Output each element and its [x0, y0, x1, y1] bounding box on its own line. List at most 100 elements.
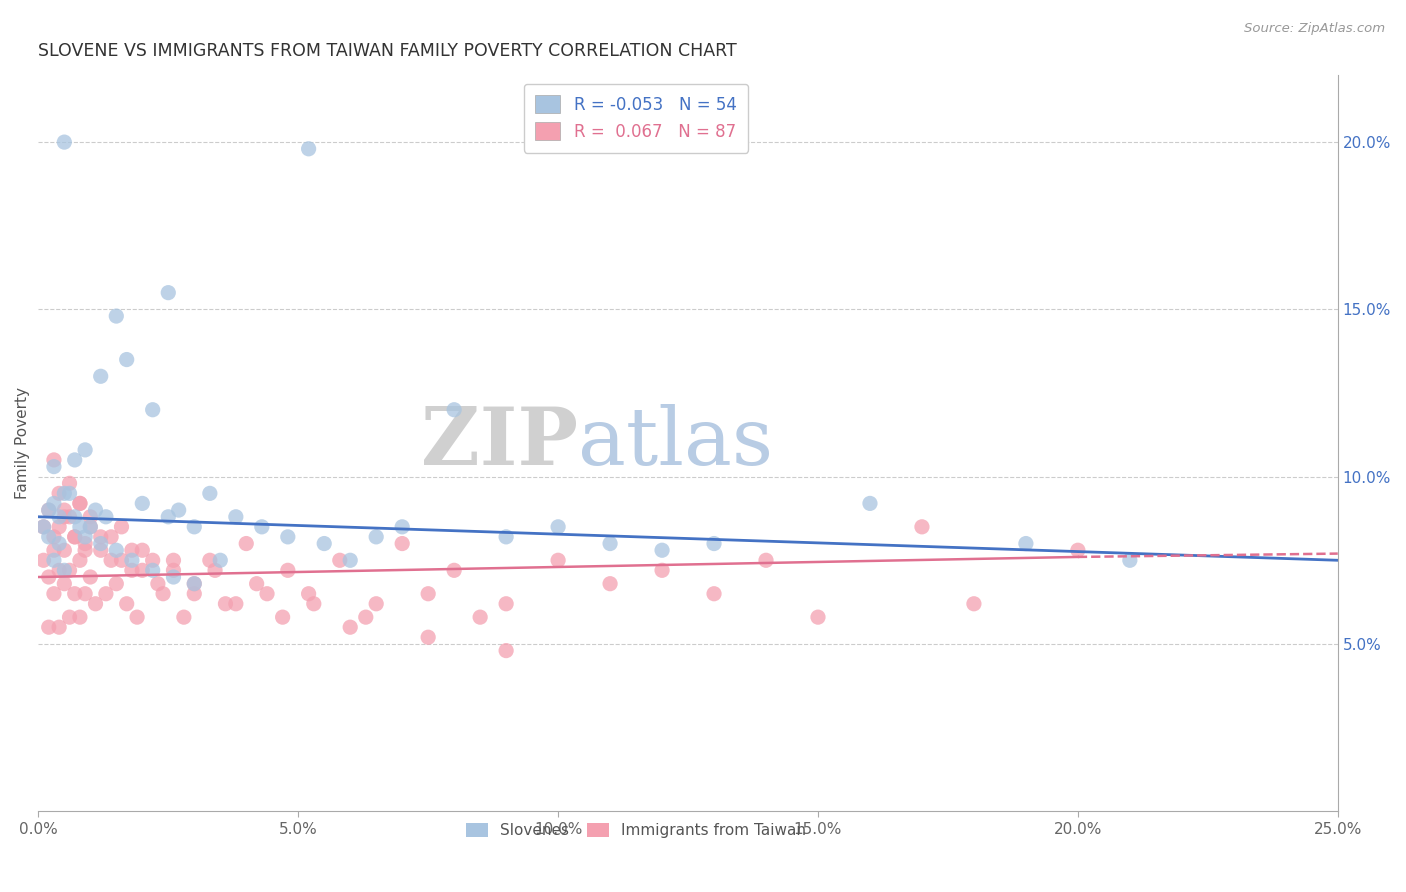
Text: atlas: atlas: [578, 404, 773, 483]
Point: [63, 453, 86, 467]
Point: [94, 509, 117, 524]
Point: [69, 553, 91, 567]
Point: [183, 520, 205, 534]
Point: [58, 509, 80, 524]
Point: [859, 496, 882, 510]
Point: [225, 509, 247, 524]
Point: [1015, 536, 1038, 550]
Point: [146, 576, 169, 591]
Point: [58, 610, 80, 624]
Point: [495, 643, 517, 657]
Point: [42, 587, 65, 601]
Point: [38, 530, 60, 544]
Point: [42, 459, 65, 474]
Point: [297, 587, 319, 601]
Point: [79, 520, 101, 534]
Point: [58, 563, 80, 577]
Point: [418, 630, 440, 644]
Point: [198, 486, 221, 500]
Legend: Slovenes, Immigrants from Taiwan: Slovenes, Immigrants from Taiwan: [460, 817, 811, 844]
Point: [277, 530, 299, 544]
Point: [152, 587, 174, 601]
Point: [162, 553, 184, 567]
Point: [183, 576, 205, 591]
Point: [225, 597, 247, 611]
Point: [90, 543, 112, 558]
Point: [84, 503, 107, 517]
Point: [38, 503, 60, 517]
Point: [42, 453, 65, 467]
Point: [75, 536, 97, 550]
Point: [256, 587, 278, 601]
Point: [105, 543, 128, 558]
Point: [911, 520, 934, 534]
Point: [157, 285, 180, 300]
Point: [599, 536, 621, 550]
Point: [214, 597, 236, 611]
Point: [32, 553, 55, 567]
Point: [48, 509, 70, 524]
Point: [63, 530, 86, 544]
Point: [703, 587, 725, 601]
Text: SLOVENE VS IMMIGRANTS FROM TAIWAN FAMILY POVERTY CORRELATION CHART: SLOVENE VS IMMIGRANTS FROM TAIWAN FAMILY…: [38, 42, 737, 60]
Point: [90, 530, 112, 544]
Point: [468, 610, 491, 624]
Point: [42, 530, 65, 544]
Point: [69, 610, 91, 624]
Point: [32, 520, 55, 534]
Point: [58, 476, 80, 491]
Point: [271, 610, 294, 624]
Point: [42, 553, 65, 567]
Point: [297, 142, 319, 156]
Point: [366, 597, 388, 611]
Point: [547, 553, 569, 567]
Point: [755, 553, 778, 567]
Point: [53, 509, 76, 524]
Point: [105, 309, 128, 323]
Point: [69, 496, 91, 510]
Point: [209, 553, 232, 567]
Point: [53, 543, 76, 558]
Point: [246, 576, 269, 591]
Point: [131, 543, 153, 558]
Point: [651, 543, 673, 558]
Point: [162, 570, 184, 584]
Point: [443, 563, 465, 577]
Point: [162, 563, 184, 577]
Point: [90, 536, 112, 550]
Point: [75, 587, 97, 601]
Text: ZIP: ZIP: [420, 404, 578, 483]
Point: [127, 610, 149, 624]
Point: [354, 610, 377, 624]
Point: [69, 520, 91, 534]
Point: [48, 620, 70, 634]
Point: [32, 520, 55, 534]
Point: [157, 509, 180, 524]
Point: [79, 520, 101, 534]
Point: [443, 402, 465, 417]
Point: [63, 509, 86, 524]
Point: [807, 610, 830, 624]
Point: [599, 576, 621, 591]
Point: [90, 369, 112, 384]
Point: [142, 402, 165, 417]
Point: [63, 530, 86, 544]
Point: [58, 486, 80, 500]
Point: [48, 520, 70, 534]
Text: Source: ZipAtlas.com: Source: ZipAtlas.com: [1244, 22, 1385, 36]
Y-axis label: Family Poverty: Family Poverty: [15, 387, 30, 500]
Point: [1119, 553, 1142, 567]
Point: [84, 597, 107, 611]
Point: [38, 503, 60, 517]
Point: [75, 543, 97, 558]
Point: [53, 563, 76, 577]
Point: [63, 587, 86, 601]
Point: [142, 563, 165, 577]
Point: [250, 520, 273, 534]
Point: [53, 503, 76, 517]
Point: [302, 597, 325, 611]
Point: [53, 135, 76, 149]
Point: [235, 536, 257, 550]
Point: [53, 486, 76, 500]
Point: [53, 576, 76, 591]
